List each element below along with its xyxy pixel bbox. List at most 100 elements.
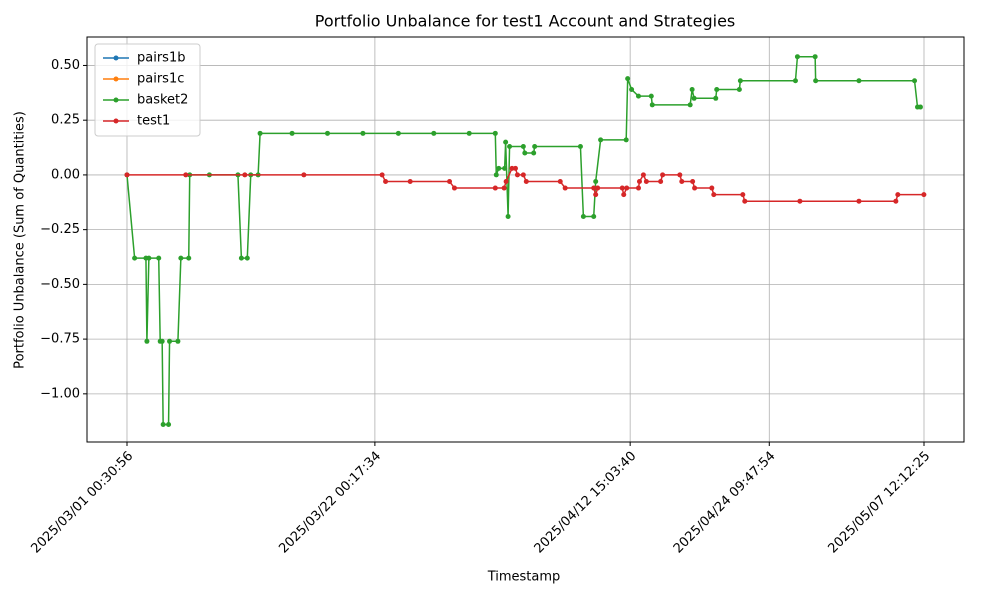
point [621, 192, 627, 198]
point [186, 255, 192, 261]
point [166, 421, 172, 427]
point [503, 178, 509, 184]
y-axis-label: Portfolio Unbalance (Sum of Quantities) [13, 111, 28, 369]
point [591, 214, 597, 220]
point [714, 87, 720, 93]
point [648, 93, 654, 99]
point [507, 143, 513, 149]
point [451, 185, 457, 191]
point [636, 178, 642, 184]
y-tick-label: 0.00 [51, 167, 80, 182]
point [813, 78, 819, 84]
y-tick-label: −0.50 [40, 277, 80, 292]
point [531, 150, 537, 156]
y-tick-label: 0.25 [51, 113, 80, 128]
x-tick-label: 2025/04/24 09:47:54 [671, 449, 779, 557]
point [629, 87, 635, 93]
point [503, 139, 509, 145]
point [325, 130, 331, 136]
legend-marker [113, 76, 119, 82]
point [677, 172, 683, 178]
point [679, 178, 685, 184]
point [649, 102, 655, 108]
point [709, 185, 715, 191]
point [598, 137, 604, 143]
point [492, 130, 498, 136]
point [557, 178, 563, 184]
point [692, 185, 698, 191]
point [502, 165, 508, 171]
legend-label: pairs1b [137, 51, 185, 66]
x-tick-label: 2025/03/01 00:30:56 [28, 449, 136, 557]
point [713, 95, 719, 101]
point [689, 87, 695, 93]
point [742, 198, 748, 204]
point [146, 255, 152, 261]
point [580, 214, 586, 220]
point [593, 192, 599, 198]
point [562, 185, 568, 191]
point [794, 54, 800, 60]
legend-marker [113, 97, 119, 103]
chart-title: Portfolio Unbalance for test1 Account an… [315, 12, 736, 31]
point [690, 178, 696, 184]
point [635, 185, 641, 191]
point [619, 185, 625, 191]
x-axis-label: Timestamp [487, 570, 561, 585]
point [496, 165, 502, 171]
x-tick-label: 2025/03/22 00:17:34 [276, 449, 384, 557]
point [520, 172, 526, 178]
point [856, 198, 862, 204]
point [492, 185, 498, 191]
point [591, 185, 597, 191]
point [383, 178, 389, 184]
y-tick-label: 0.50 [51, 58, 80, 73]
point [740, 192, 746, 198]
point [577, 143, 583, 149]
point [625, 76, 631, 82]
point [912, 78, 918, 84]
point [514, 172, 520, 178]
point [493, 172, 499, 178]
point [512, 165, 518, 171]
point [395, 130, 401, 136]
point [257, 130, 263, 136]
point [711, 192, 717, 198]
point [893, 198, 899, 204]
point [532, 143, 538, 149]
legend-marker [113, 55, 119, 61]
point [238, 255, 244, 261]
point [160, 421, 166, 427]
x-tick-label: 2025/05/07 12:12:25 [826, 449, 934, 557]
point [431, 130, 437, 136]
legend-label: test1 [137, 114, 170, 129]
x-tick-label: 2025/04/12 15:03:40 [532, 449, 640, 557]
y-tick-label: −0.75 [40, 332, 80, 347]
point [175, 338, 181, 344]
point [792, 78, 798, 84]
point [159, 338, 165, 344]
point [593, 178, 599, 184]
point [643, 178, 649, 184]
point [623, 137, 629, 143]
point [595, 185, 601, 191]
point [812, 54, 818, 60]
point [144, 338, 150, 344]
point [301, 172, 307, 178]
point [289, 130, 295, 136]
point [797, 198, 803, 204]
point [242, 172, 248, 178]
point [520, 143, 526, 149]
legend-box [94, 43, 201, 137]
point [501, 185, 507, 191]
point [921, 192, 927, 198]
y-tick-label: −1.00 [40, 386, 80, 401]
point [407, 178, 413, 184]
point [917, 104, 923, 110]
point [635, 93, 641, 99]
point [447, 178, 453, 184]
y-tick-label: −0.25 [40, 222, 80, 237]
point [624, 185, 630, 191]
point [737, 78, 743, 84]
